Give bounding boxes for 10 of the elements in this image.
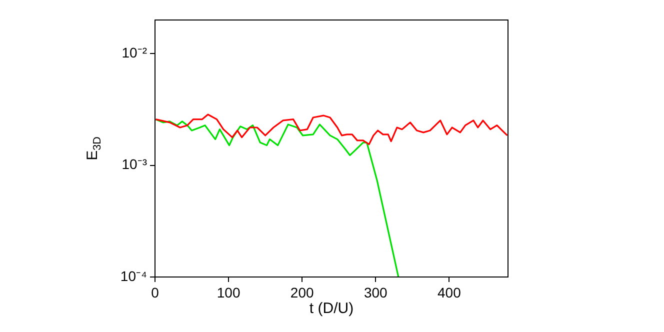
y-tick-label: 10⁻³ <box>122 156 148 172</box>
x-axis-title: t (D/U) <box>309 300 354 318</box>
x-tick-label: 300 <box>364 284 388 300</box>
x-tick-label: 0 <box>151 284 160 300</box>
x-tick-label: 200 <box>290 284 314 300</box>
y-axis-title: E3D <box>84 136 104 160</box>
x-tick-label: 100 <box>216 284 240 300</box>
x-tick-label: 400 <box>437 284 462 300</box>
y-tick-label: 10⁻² <box>122 44 148 60</box>
y-tick-label: 10⁻⁴ <box>120 268 147 284</box>
